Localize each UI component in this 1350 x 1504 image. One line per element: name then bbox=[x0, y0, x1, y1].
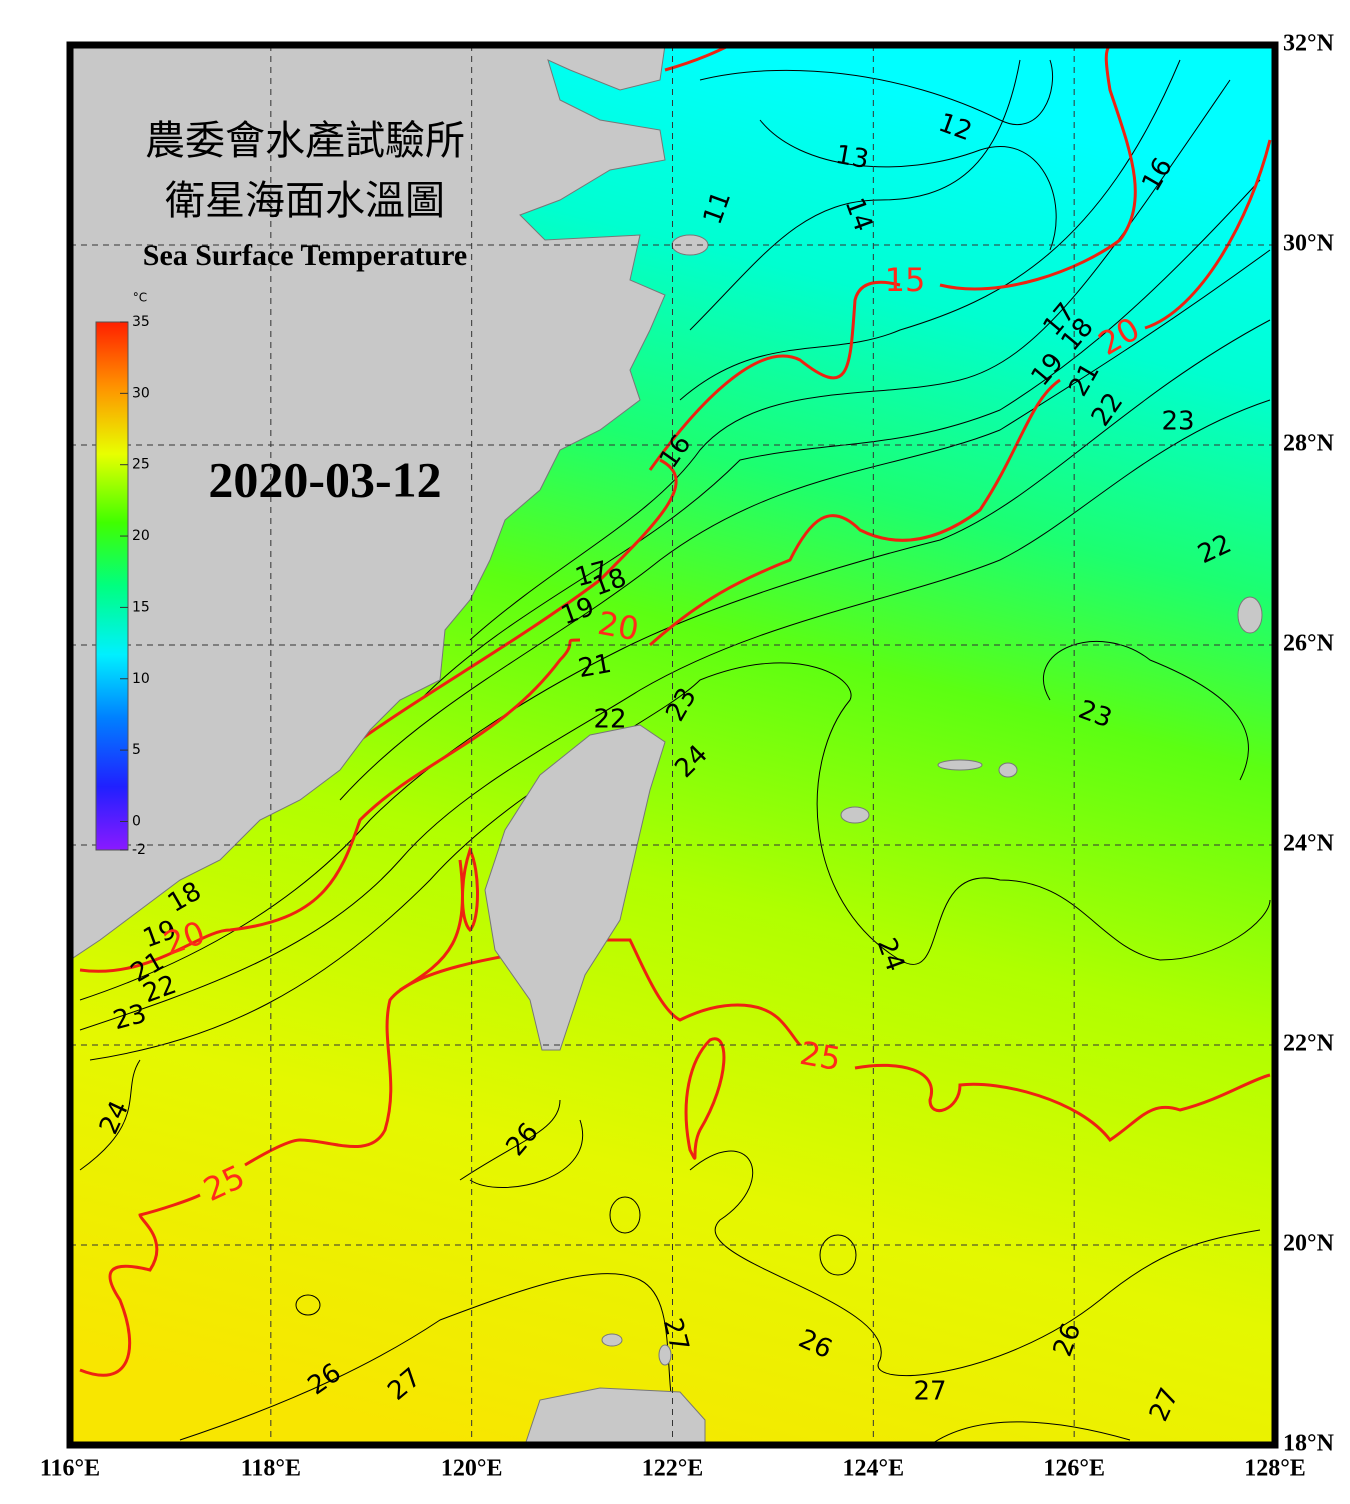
mainland bbox=[70, 45, 666, 961]
major-isotherm bbox=[648, 139, 1272, 647]
isotherm bbox=[759, 119, 1057, 251]
isotherm bbox=[609, 1196, 641, 1234]
colorbar-tick-label: -2 bbox=[132, 842, 146, 858]
island bbox=[1237, 596, 1263, 634]
isotherm bbox=[295, 1294, 321, 1316]
isotherm-label: 23 bbox=[1161, 407, 1194, 437]
title-zh: 衛星海面水溫圖 bbox=[165, 178, 445, 223]
isotherm bbox=[469, 79, 1231, 641]
major-isotherms bbox=[79, 45, 1272, 1377]
isotherm bbox=[339, 249, 1271, 801]
major-isotherm bbox=[79, 938, 1271, 1377]
isotherm-label: 20 bbox=[595, 604, 642, 648]
isotherm-label: 15 bbox=[885, 261, 926, 299]
colorbar-tick-label: 15 bbox=[132, 599, 150, 615]
isotherm bbox=[819, 1234, 857, 1276]
isotherm bbox=[699, 59, 1054, 126]
map-frame bbox=[66, 41, 1279, 1449]
major-isotherm bbox=[684, 1037, 726, 1160]
lat-label: 30°N bbox=[1283, 231, 1335, 257]
isotherm bbox=[689, 59, 1021, 331]
isotherm bbox=[459, 1099, 583, 1188]
lon-label: 116°E bbox=[40, 1456, 100, 1482]
land bbox=[70, 45, 1263, 1445]
isotherm bbox=[79, 319, 1271, 1001]
colorbar-unit: °C bbox=[133, 291, 147, 305]
axis-labels: 116°E 118°E 120°E 122°E 124°E 126°E 128°E18°N 2… bbox=[40, 31, 1335, 1482]
major-isotherm bbox=[359, 458, 678, 742]
lat-label: 18°N bbox=[1283, 1431, 1335, 1457]
colorbar-tick-label: 20 bbox=[132, 528, 150, 544]
isotherm bbox=[79, 399, 1271, 1031]
colorbar bbox=[95, 321, 129, 851]
isotherm bbox=[929, 1421, 1131, 1445]
colorbar-tick-label: 5 bbox=[132, 742, 141, 758]
colorbar-tick-label: 0 bbox=[132, 813, 141, 829]
isotherm bbox=[1043, 640, 1249, 781]
title-en: Sea Surface Temperature bbox=[143, 239, 467, 272]
lon-label: 120°E bbox=[441, 1456, 503, 1482]
graticule bbox=[70, 45, 1275, 1445]
title-block: 農委會水產試驗所 衛星海面水溫圖 Sea Surface Temperature… bbox=[143, 118, 467, 507]
colorbar-tick-label: 25 bbox=[132, 457, 150, 473]
lon-label: 122°E bbox=[642, 1456, 704, 1482]
isotherm bbox=[419, 179, 1261, 701]
taiwan bbox=[484, 724, 666, 1051]
isotherm bbox=[89, 662, 1271, 1061]
isotherm-label: 22 bbox=[593, 705, 626, 735]
lat-label: 24°N bbox=[1283, 831, 1335, 857]
isotherm-label: 25 bbox=[797, 1034, 844, 1078]
date: 2020-03-12 bbox=[208, 451, 441, 507]
lon-label: 118°E bbox=[241, 1456, 301, 1482]
isotherm-label: 21 bbox=[576, 649, 614, 684]
isotherm bbox=[179, 1273, 681, 1445]
isotherms bbox=[79, 59, 1271, 1445]
lon-label: 126°E bbox=[1043, 1456, 1105, 1482]
colorbar-tick-label: 35 bbox=[132, 314, 150, 330]
isotherm-label: 13 bbox=[833, 140, 871, 175]
lat-label: 26°N bbox=[1283, 631, 1335, 657]
isotherm bbox=[689, 1150, 1261, 1377]
title-zh: 農委會水產試驗所 bbox=[145, 118, 465, 163]
isotherm bbox=[79, 1059, 141, 1171]
lat-label: 20°N bbox=[1283, 1231, 1335, 1257]
island bbox=[998, 762, 1018, 778]
island bbox=[840, 806, 870, 824]
lon-label: 124°E bbox=[843, 1456, 905, 1482]
lat-label: 22°N bbox=[1283, 1031, 1335, 1057]
colorbar-tick-label: 10 bbox=[132, 671, 150, 687]
lat-label: 32°N bbox=[1283, 31, 1335, 57]
island bbox=[937, 759, 983, 771]
lat-label: 28°N bbox=[1283, 431, 1335, 457]
lon-label: 128°E bbox=[1244, 1456, 1306, 1482]
isotherm bbox=[679, 59, 1181, 401]
isotherm-label: 27 bbox=[913, 1377, 946, 1407]
colorbar-tick-label: 30 bbox=[132, 385, 150, 401]
colorbar-ticks: 35 30 25 20 15 10 5 0 -2 bbox=[120, 314, 150, 858]
island bbox=[658, 1344, 672, 1366]
island bbox=[601, 1333, 623, 1347]
luzon bbox=[524, 1387, 706, 1445]
major-isotherm bbox=[648, 45, 1137, 471]
major-isotherm bbox=[79, 638, 581, 973]
